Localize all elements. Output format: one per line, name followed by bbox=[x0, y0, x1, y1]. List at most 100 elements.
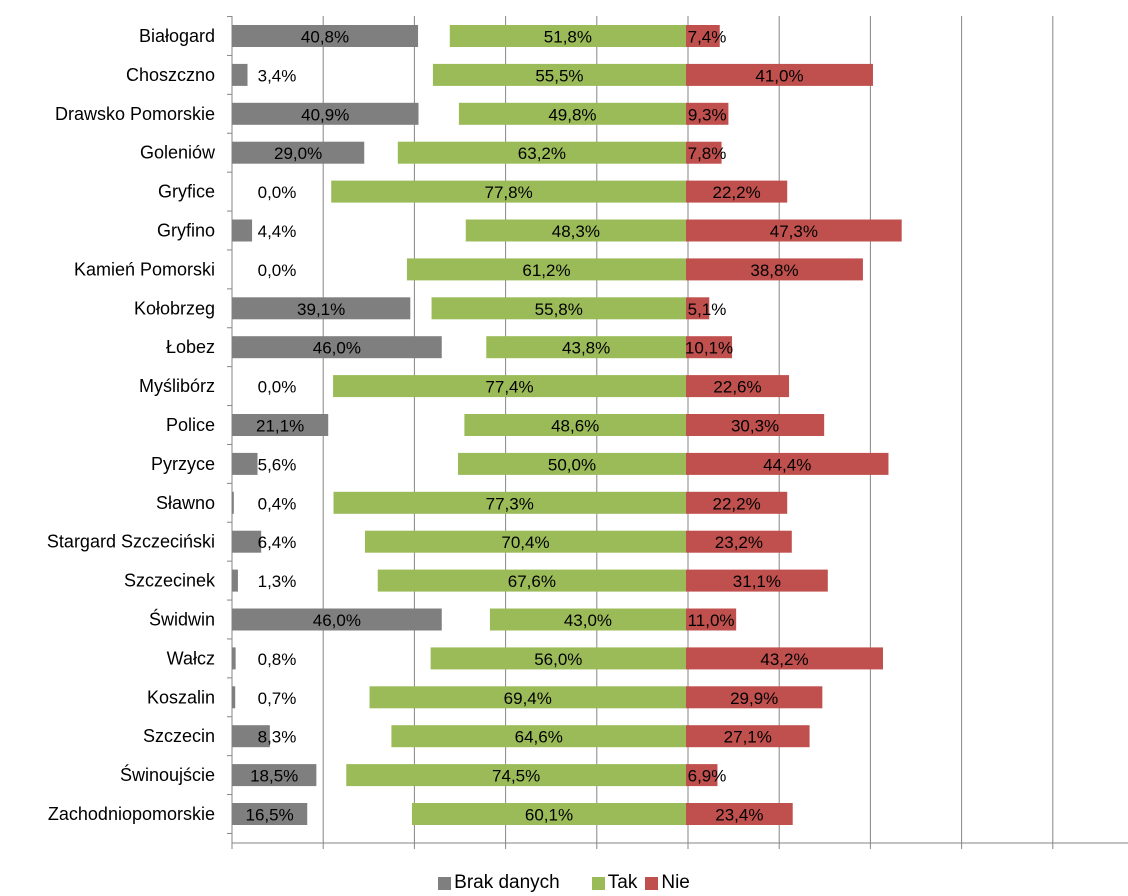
bar-brak-danych bbox=[232, 336, 442, 359]
legend-swatch-tak bbox=[591, 876, 605, 890]
bar-nie bbox=[686, 180, 788, 203]
data-label-brak-danych: 8,3% bbox=[258, 728, 297, 747]
bar-brak-danych bbox=[232, 725, 270, 748]
category-label: Świnoujście bbox=[120, 764, 215, 785]
legend-label-nie: Nie bbox=[661, 872, 690, 893]
bar-brak-danych bbox=[232, 452, 258, 475]
category-labels: Białogard Choszczno Drawsko Pomorskie Golen… bbox=[47, 26, 216, 824]
category-label: Choszczno bbox=[126, 65, 215, 85]
bar-nie bbox=[686, 452, 889, 475]
data-label-tak: 43,0% bbox=[564, 611, 612, 630]
data-label-nie: 22,2% bbox=[713, 494, 761, 513]
data-label-nie: 23,2% bbox=[715, 533, 763, 552]
data-label-nie: 9,3% bbox=[688, 105, 727, 124]
bar-tak bbox=[333, 491, 686, 514]
bar-nie bbox=[686, 491, 788, 514]
category-label: Drawsko Pomorskie bbox=[55, 104, 215, 124]
data-label-nie: 5,1% bbox=[688, 300, 727, 319]
category-label: Goleniów bbox=[140, 143, 216, 163]
bar-brak-danych bbox=[232, 63, 248, 86]
bar-brak-danych bbox=[232, 297, 411, 320]
data-label-nie: 29,9% bbox=[730, 689, 778, 708]
category-label: Szczecin bbox=[143, 726, 215, 746]
bar-nie bbox=[686, 219, 902, 242]
bar-tak bbox=[364, 530, 686, 553]
data-label-brak-danych: 6,4% bbox=[258, 533, 297, 552]
data-label-brak-danych: 29,0% bbox=[274, 144, 322, 163]
bar-nie bbox=[686, 608, 737, 631]
data-label-nie: 10,1% bbox=[685, 339, 733, 358]
data-label-brak-danych: 5,6% bbox=[258, 455, 297, 474]
data-label-nie: 11,0% bbox=[688, 611, 735, 630]
bar-tak bbox=[369, 686, 686, 709]
data-label-nie: 31,1% bbox=[733, 572, 781, 591]
bar-nie bbox=[686, 63, 873, 86]
bar-nie bbox=[686, 569, 828, 592]
data-label-brak-danych: 3,4% bbox=[258, 66, 297, 85]
data-label-nie: 6,9% bbox=[688, 767, 727, 786]
bar-tak bbox=[411, 803, 686, 825]
data-label-tak: 77,4% bbox=[485, 378, 533, 397]
bar-tak bbox=[465, 219, 686, 242]
data-label-tak: 48,3% bbox=[552, 222, 600, 241]
data-label-nie: 22,6% bbox=[713, 378, 761, 397]
data-label-nie: 44,4% bbox=[763, 455, 811, 474]
data-label-brak-danych: 39,1% bbox=[297, 300, 345, 319]
bar-brak-danych bbox=[232, 647, 236, 670]
bar-tak bbox=[377, 569, 686, 592]
data-label-tak: 67,6% bbox=[508, 572, 556, 591]
category-label: Stargard Szczeciński bbox=[47, 532, 215, 552]
bar-tak bbox=[464, 414, 686, 436]
bar-nie bbox=[686, 375, 790, 398]
data-label-tak: 77,3% bbox=[486, 494, 534, 513]
bar-tak bbox=[406, 258, 686, 281]
data-label-brak-danych: 0,0% bbox=[258, 261, 297, 280]
bar-brak-danych bbox=[232, 686, 236, 709]
data-label-tak: 69,4% bbox=[504, 689, 552, 708]
data-label-tak: 55,5% bbox=[535, 66, 583, 85]
bar-nie bbox=[686, 336, 733, 359]
data-label-brak-danych: 40,9% bbox=[301, 105, 349, 124]
data-label-nie: 23,4% bbox=[715, 806, 763, 825]
bar-tak bbox=[430, 647, 686, 670]
data-label-brak-danych: 46,0% bbox=[313, 611, 361, 630]
legend-label-brak-danych: Brak danych bbox=[454, 872, 560, 893]
data-label-tak: 64,6% bbox=[515, 728, 563, 747]
data-label-tak: 51,8% bbox=[544, 28, 592, 47]
bar-nie bbox=[686, 102, 729, 125]
data-label-tak: 43,8% bbox=[562, 339, 610, 358]
data-label-brak-danych: 18,5% bbox=[250, 767, 298, 786]
data-label-brak-danych: 0,7% bbox=[258, 689, 297, 708]
data-label-brak-danych: 16,5% bbox=[246, 806, 294, 825]
bar-nie bbox=[686, 764, 718, 787]
data-label-tak: 56,0% bbox=[534, 650, 582, 669]
bar-nie bbox=[686, 414, 825, 436]
bar-brak-danych bbox=[232, 219, 253, 242]
data-label-nie: 30,3% bbox=[731, 417, 779, 436]
legend-item-brak-danych: Brak danych bbox=[438, 872, 560, 894]
bar-nie bbox=[686, 530, 792, 553]
data-label-nie: 41,0% bbox=[755, 66, 803, 85]
chart: 40,8% 51,8% 7,4% 3,4% 55,5% 41,0% 40,9% 49,8% 9,… bbox=[47, 16, 1128, 849]
bar-nie bbox=[686, 141, 722, 164]
data-label-brak-danych: 1,3% bbox=[258, 572, 297, 591]
bar-tak bbox=[458, 102, 686, 125]
legend-label-tak: Tak bbox=[607, 872, 638, 893]
bar-brak-danych bbox=[232, 25, 419, 47]
bar-brak-danych bbox=[232, 764, 317, 787]
category-label: Pyrzyce bbox=[151, 454, 215, 474]
category-label: Szczecinek bbox=[124, 571, 216, 591]
bar-tak bbox=[333, 375, 686, 398]
bar-tak bbox=[486, 336, 686, 359]
bar-brak-danych bbox=[232, 569, 238, 592]
data-label-tak: 74,5% bbox=[492, 767, 540, 786]
bar-tak bbox=[391, 725, 686, 748]
bar-brak-danych bbox=[232, 491, 234, 514]
category-label: Łobez bbox=[166, 337, 215, 357]
data-label-nie: 47,3% bbox=[770, 222, 818, 241]
bar-brak-danych bbox=[232, 803, 308, 825]
data-label-nie: 7,8% bbox=[688, 144, 727, 163]
data-label-tak: 55,8% bbox=[535, 300, 583, 319]
category-label: Police bbox=[166, 415, 215, 435]
bar-brak-danych bbox=[232, 141, 365, 164]
